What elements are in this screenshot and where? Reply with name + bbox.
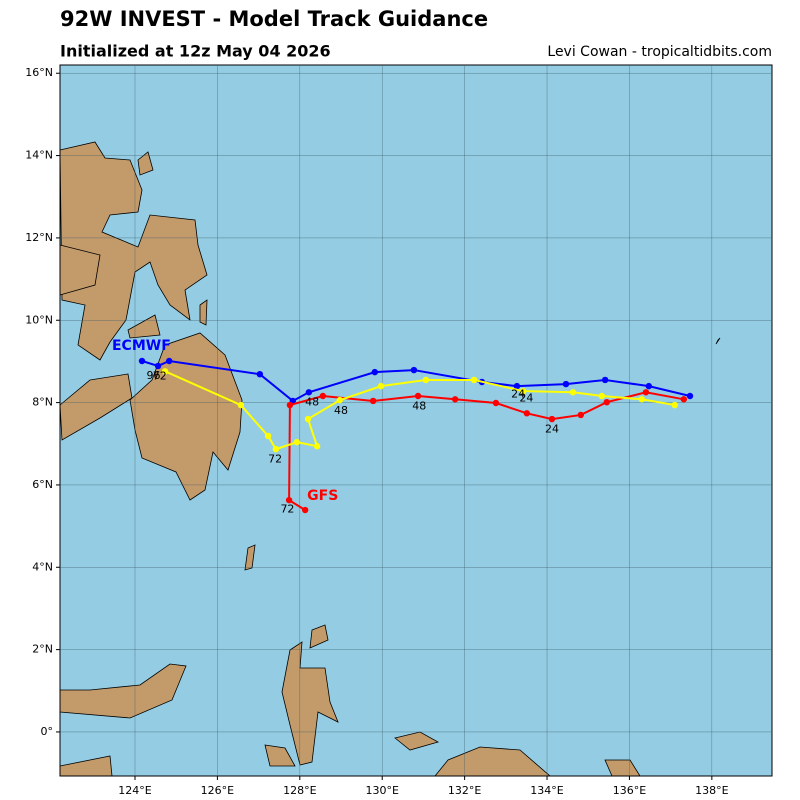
- track-point: [601, 376, 609, 384]
- x-tick-label: 126°E: [201, 784, 234, 797]
- y-tick-label: 0°: [41, 725, 54, 738]
- hour-label: 48: [412, 400, 426, 413]
- track-point: [285, 496, 293, 504]
- chart-title: 92W INVEST - Model Track Guidance: [60, 7, 488, 31]
- track-point: [256, 370, 264, 378]
- track-point: [548, 415, 556, 423]
- x-tick-label: 134°E: [530, 784, 563, 797]
- track-point: [680, 396, 688, 403]
- track-point: [523, 410, 531, 417]
- hour-label: 72: [280, 503, 294, 516]
- track-point: [336, 396, 343, 404]
- track-point: [519, 387, 527, 395]
- hour-label: 96: [147, 369, 161, 382]
- track-point: [513, 382, 521, 390]
- track-line: [164, 370, 675, 451]
- y-tick-label: 8°N: [32, 396, 53, 409]
- track-point: [369, 397, 377, 405]
- model-label: GFS: [307, 488, 338, 504]
- track-point: [451, 396, 459, 403]
- y-tick-label: 6°N: [32, 478, 53, 491]
- y-tick-label: 14°N: [25, 149, 53, 162]
- track-point: [414, 392, 422, 400]
- track-point: [603, 398, 610, 406]
- track-point: [301, 506, 309, 514]
- track-point: [422, 376, 430, 384]
- track-point: [377, 382, 385, 390]
- track-point: [562, 380, 570, 388]
- track-point: [492, 399, 500, 407]
- track-line: [288, 391, 685, 511]
- chart-subtitle: Initialized at 12z May 04 2026: [60, 42, 331, 61]
- track-point: [154, 362, 162, 370]
- hour-label: 72: [268, 452, 282, 465]
- track-point: [642, 389, 650, 396]
- x-tick-label: 132°E: [448, 784, 481, 797]
- hour-label: 24: [511, 387, 525, 400]
- track-point: [470, 376, 478, 384]
- hour-label: 48: [334, 404, 348, 417]
- track-point: [577, 411, 585, 419]
- hour-label: 72: [153, 370, 167, 383]
- track-point: [304, 415, 312, 423]
- y-tick-label: 12°N: [25, 231, 53, 244]
- track-point: [305, 389, 313, 396]
- track-point: [237, 401, 245, 409]
- map-frame: [59, 64, 773, 777]
- x-tick-label: 130°E: [365, 784, 398, 797]
- model-label: ECMWF: [112, 338, 171, 354]
- x-tick-label: 124°E: [118, 784, 151, 797]
- track-point: [686, 392, 694, 400]
- x-tick-label: 128°E: [283, 784, 316, 797]
- track-point: [569, 389, 577, 396]
- track-point: [410, 366, 418, 374]
- y-tick-label: 10°N: [25, 313, 53, 326]
- y-tick-label: 2°N: [32, 643, 53, 656]
- track-point: [161, 368, 169, 375]
- track-point: [645, 382, 653, 390]
- track-point: [138, 357, 146, 365]
- hour-label: 24: [545, 422, 559, 435]
- track-point: [638, 396, 645, 403]
- track-point: [286, 401, 294, 409]
- track-point: [371, 368, 378, 376]
- hour-label: 48: [305, 396, 319, 409]
- track-point: [165, 357, 173, 365]
- y-tick-label: 16°N: [25, 66, 53, 79]
- track-line: [141, 359, 691, 403]
- credit: Levi Cowan - tropicaltidbits.com: [547, 44, 772, 60]
- x-tick-label: 136°E: [613, 784, 646, 797]
- track-point: [293, 438, 301, 446]
- x-tick-label: 138°E: [695, 784, 728, 797]
- track-point: [598, 392, 606, 400]
- land: [59, 141, 721, 777]
- track-point: [313, 443, 321, 450]
- track-point: [264, 432, 272, 440]
- y-tick-label: 4°N: [32, 560, 53, 573]
- track-point: [319, 392, 327, 400]
- track-point: [272, 445, 280, 453]
- track-point: [671, 401, 678, 409]
- hour-label: 24: [519, 391, 533, 404]
